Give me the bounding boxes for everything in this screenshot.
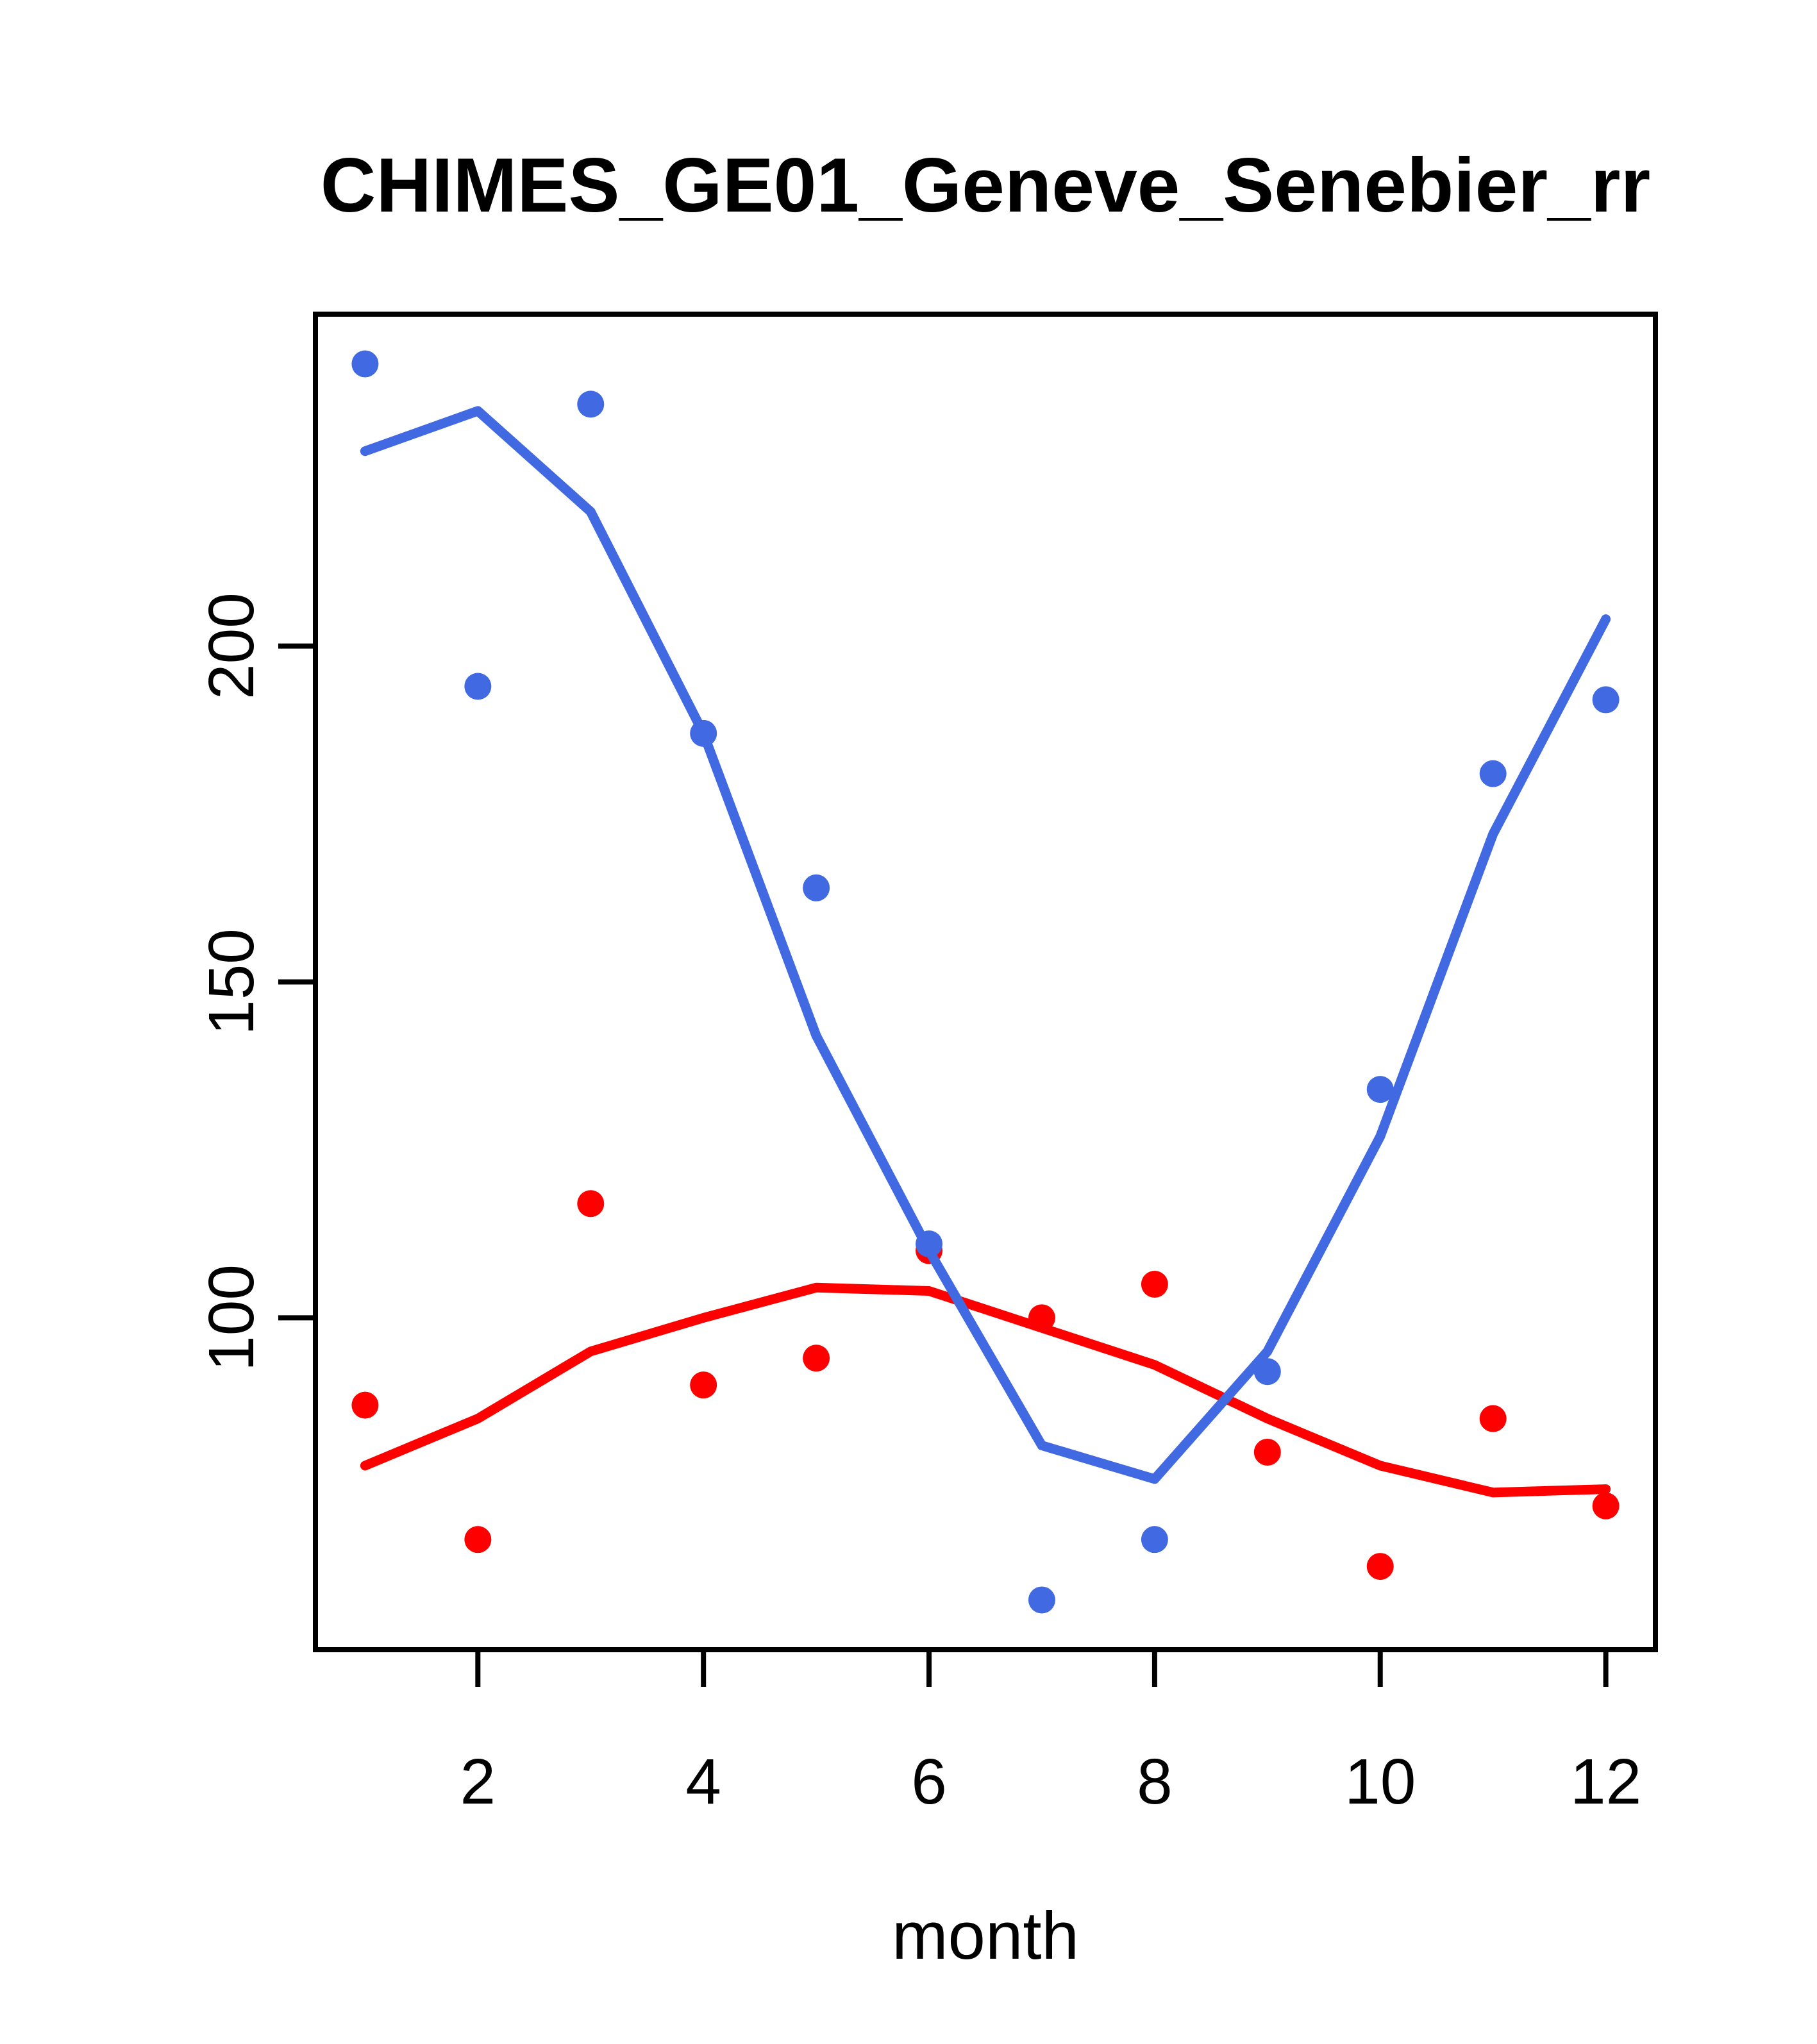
blue-point-month-12 xyxy=(1592,686,1620,714)
x-tick-label: 8 xyxy=(1137,1746,1173,1818)
blue-point-month-9 xyxy=(1253,1358,1281,1386)
x-axis-label: month xyxy=(892,1898,1079,1973)
y-tick-label: 200 xyxy=(196,592,267,699)
blue-point-month-2 xyxy=(464,673,492,700)
y-tick-label: 100 xyxy=(196,1264,267,1371)
blue-loess-line xyxy=(360,406,1611,1484)
blue-point-month-5 xyxy=(803,874,830,901)
y-tick-label: 150 xyxy=(196,928,267,1035)
chart-title: CHIMES_GE01_Geneve_Senebier_rr xyxy=(321,142,1650,228)
x-tick-label: 12 xyxy=(1570,1746,1641,1818)
plot-box xyxy=(313,312,1658,1652)
blue-point-month-8 xyxy=(1141,1526,1168,1554)
red-point-month-11 xyxy=(1479,1405,1507,1432)
red-point-month-1 xyxy=(351,1391,379,1419)
red-point-month-5 xyxy=(803,1345,830,1372)
blue-point-month-3 xyxy=(577,390,605,418)
red-loess-line xyxy=(360,1282,1611,1498)
red-point-month-7 xyxy=(1028,1304,1055,1332)
plot-layer: 2 4 6 8 10 12 100 150 200 xyxy=(196,312,1658,1818)
blue-point-month-10 xyxy=(1366,1076,1394,1103)
red-point-month-9 xyxy=(1253,1438,1281,1466)
red-point-month-8 xyxy=(1141,1271,1168,1298)
blue-point-month-11 xyxy=(1479,760,1507,787)
blue-point-month-7 xyxy=(1028,1586,1055,1614)
red-point-month-12 xyxy=(1592,1492,1620,1520)
red-point-month-10 xyxy=(1366,1553,1394,1580)
red-point-month-3 xyxy=(577,1190,605,1218)
blue-point-month-4 xyxy=(690,719,717,747)
x-tick-label: 6 xyxy=(911,1746,947,1818)
x-tick-label: 10 xyxy=(1344,1746,1416,1818)
red-point-month-2 xyxy=(464,1526,492,1554)
red-point-month-4 xyxy=(690,1371,717,1399)
blue-point-month-1 xyxy=(351,350,379,378)
x-tick-label: 4 xyxy=(685,1746,721,1818)
x-tick-label: 2 xyxy=(460,1746,496,1818)
blue-point-month-6 xyxy=(916,1230,943,1258)
